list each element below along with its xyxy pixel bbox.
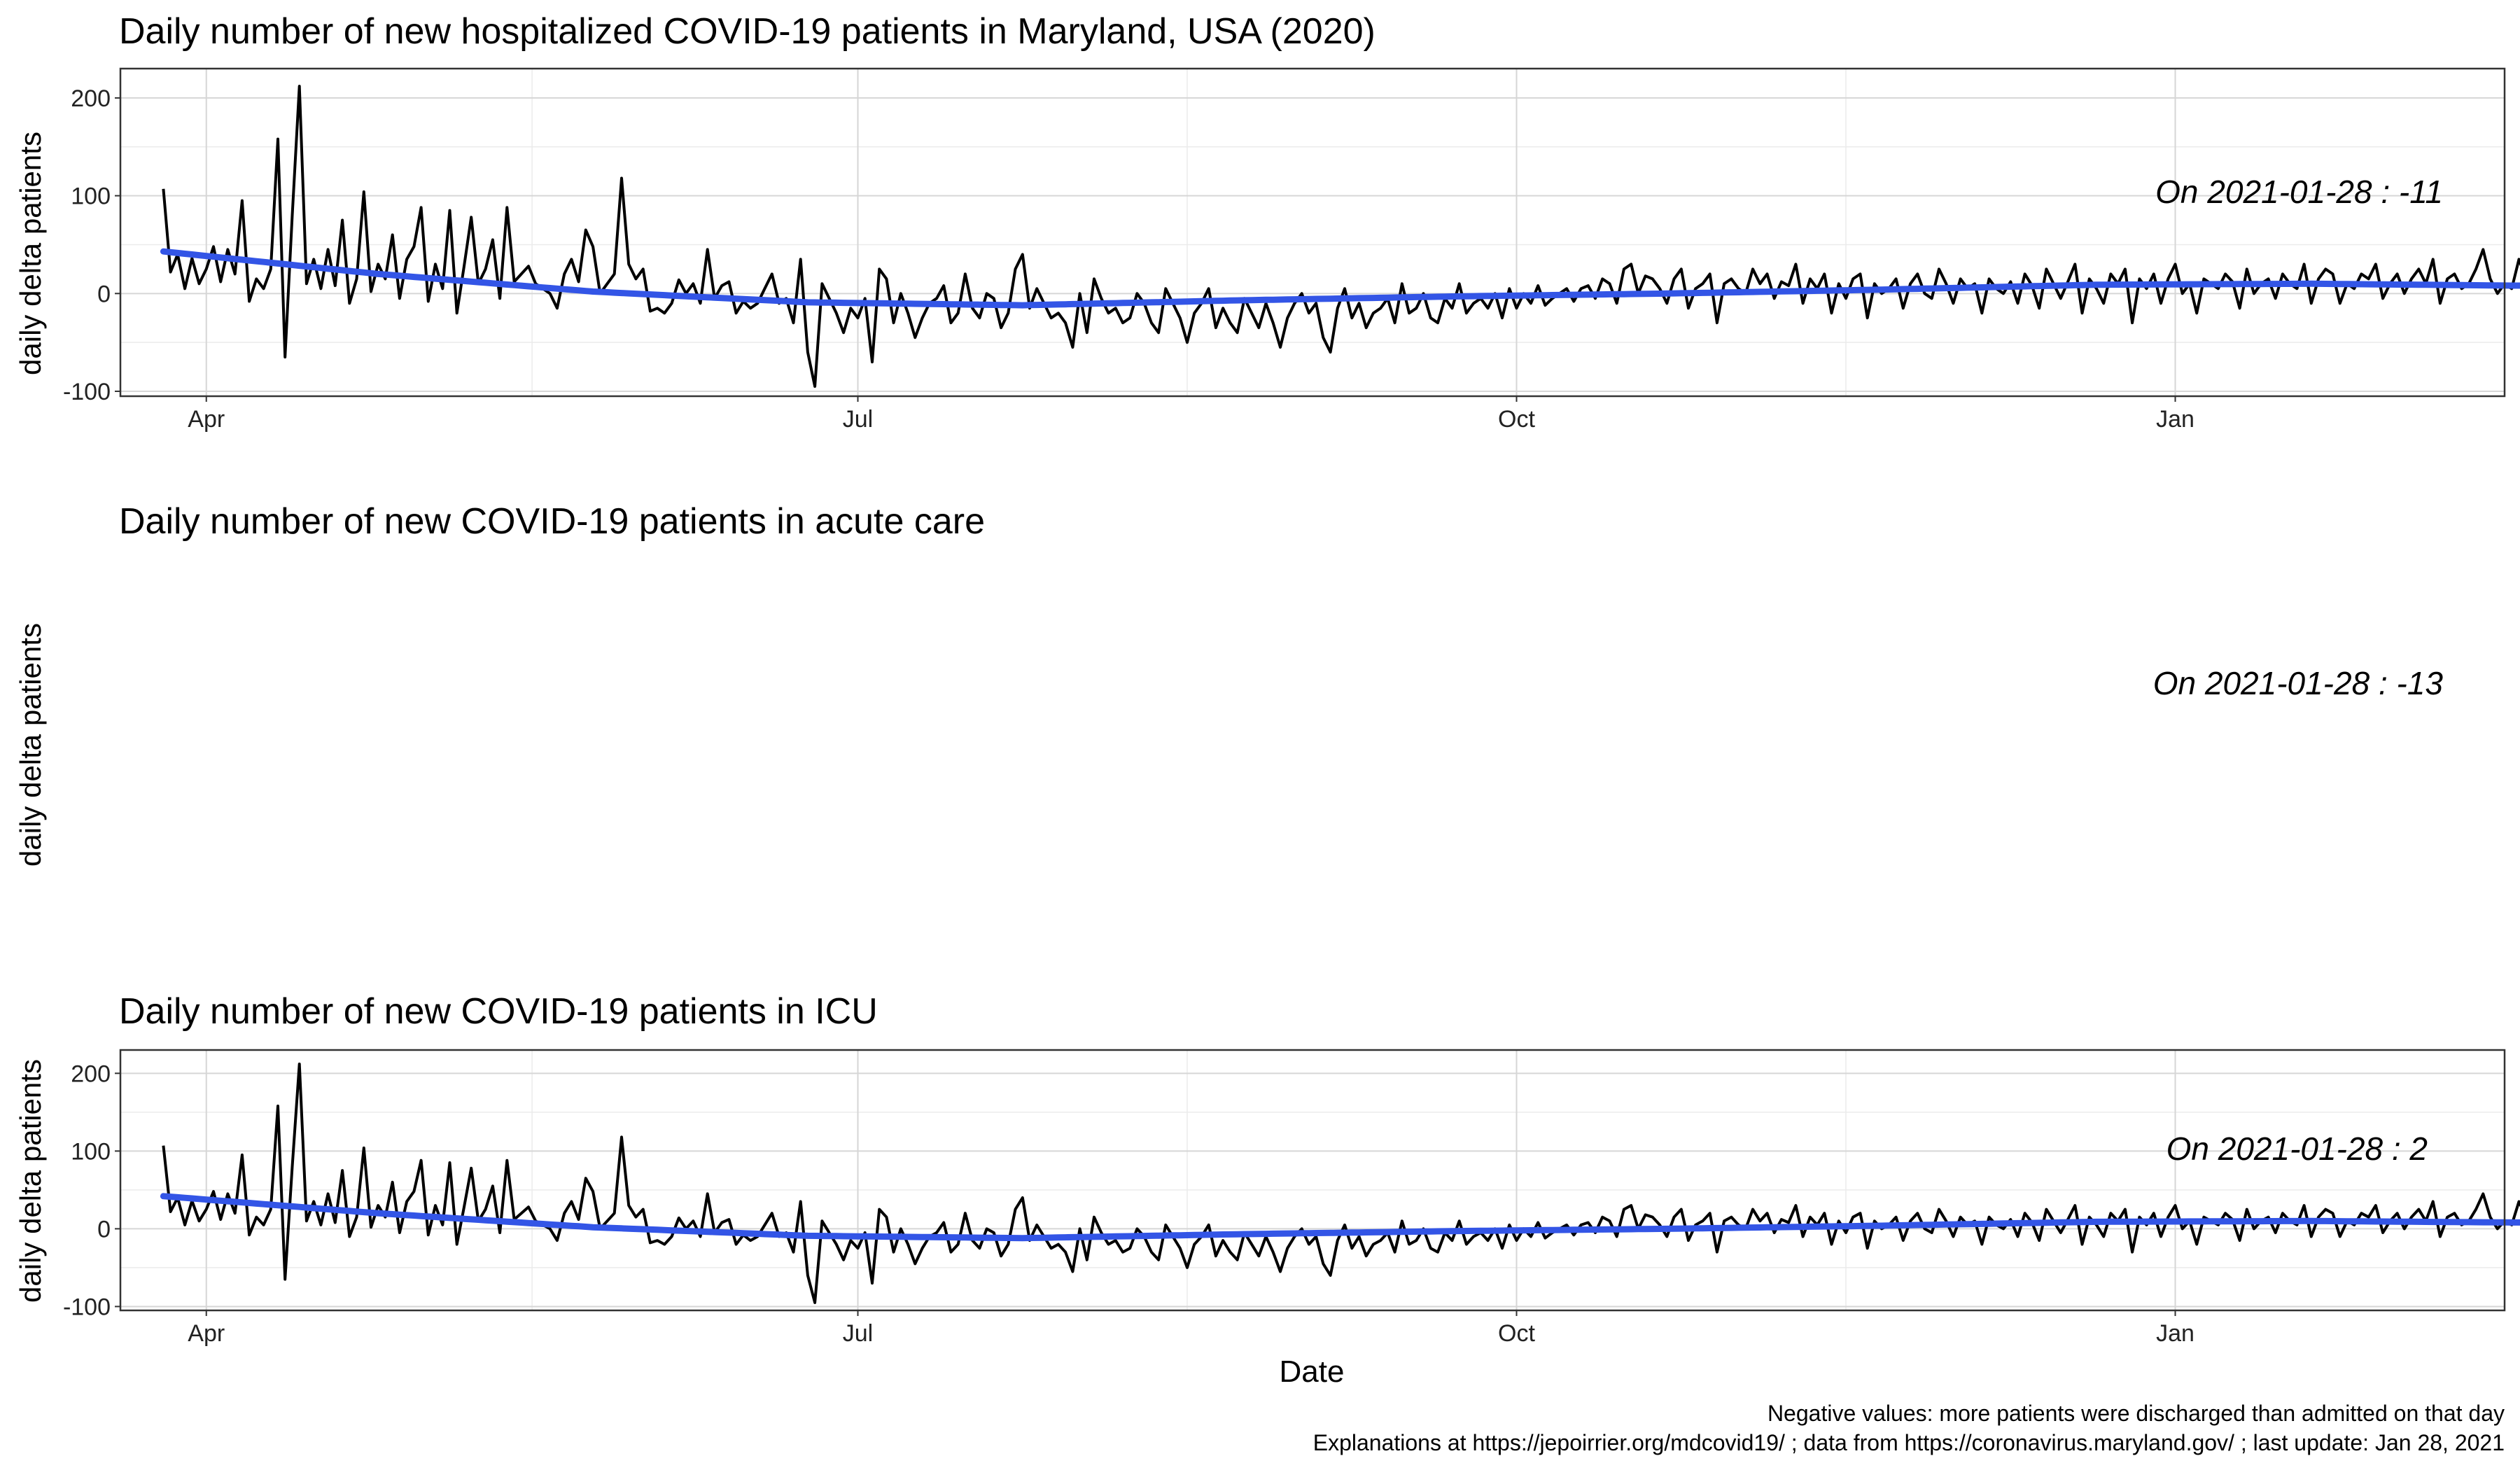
y-tick-label: 100 xyxy=(71,183,111,210)
trend-line xyxy=(160,1193,2520,1242)
y-axis-label: daily delta patients xyxy=(14,623,47,867)
panel-title: Daily number of new COVID-19 patients in… xyxy=(119,991,878,1032)
y-tick-label: 100 xyxy=(71,1138,111,1165)
data-layer xyxy=(119,1049,2520,1312)
footer-source: Explanations at https://jepoirrier.org/m… xyxy=(1313,1430,2505,1455)
daily-delta-line xyxy=(162,1063,2520,1304)
y-tick-label: 0 xyxy=(97,281,111,307)
x-tick-label: Apr xyxy=(188,406,225,433)
last-value-annotation: On 2021-01-28 : -11 xyxy=(2155,174,2443,210)
plot-area xyxy=(120,69,2505,396)
plot-border xyxy=(119,1049,2506,1312)
y-axis-label: daily delta patients xyxy=(14,132,47,375)
y-tick-label: 200 xyxy=(71,85,111,112)
y-tick-label: -100 xyxy=(63,379,111,405)
trend-line xyxy=(160,248,2520,309)
plot-border xyxy=(119,67,2506,398)
x-tick-label: Apr xyxy=(188,1320,225,1347)
footer-note: Negative values: more patients were disc… xyxy=(1768,1401,2505,1426)
x-tick-label: Jul xyxy=(843,1320,873,1347)
x-tick-label: Jan xyxy=(2156,406,2194,433)
x-tick-label: Jan xyxy=(2156,1320,2194,1347)
last-value-annotation: On 2021-01-28 : 2 xyxy=(2166,1130,2428,1167)
y-tick-label: 0 xyxy=(97,1216,111,1242)
panel-title: Daily number of new COVID-19 patients in… xyxy=(119,501,985,542)
y-tick-label: -100 xyxy=(63,1294,111,1320)
data-layer xyxy=(119,67,2520,398)
panel-icu: Daily number of new COVID-19 patients in… xyxy=(14,991,2428,1303)
panel-hospitalized: Daily number of new hospitalized COVID-1… xyxy=(14,11,2520,433)
x-tick-label: Oct xyxy=(1498,406,1535,433)
panel-acute-care: Daily number of new COVID-19 patients in… xyxy=(14,501,2520,1347)
axis-ticks: -100 0 100 200 Apr Jul Oct Jan xyxy=(63,1060,2194,1347)
last-value-annotation: On 2021-01-28 : -13 xyxy=(2153,665,2444,701)
y-tick-label: 200 xyxy=(71,1060,111,1087)
plot-area xyxy=(120,1050,2505,1310)
axis-ticks: -100 0 100 200 Apr Jul Oct Jan xyxy=(63,85,2194,433)
grid xyxy=(120,69,2505,396)
grid xyxy=(120,1050,2505,1310)
x-tick-label: Jul xyxy=(843,406,873,433)
panel-title: Daily number of new hospitalized COVID-1… xyxy=(119,11,1376,52)
x-axis-label: Date xyxy=(1280,1354,1345,1389)
daily-delta-line xyxy=(162,85,2520,388)
x-tick-label: Oct xyxy=(1498,1320,1535,1347)
y-axis-label: daily delta patients xyxy=(14,1059,47,1303)
